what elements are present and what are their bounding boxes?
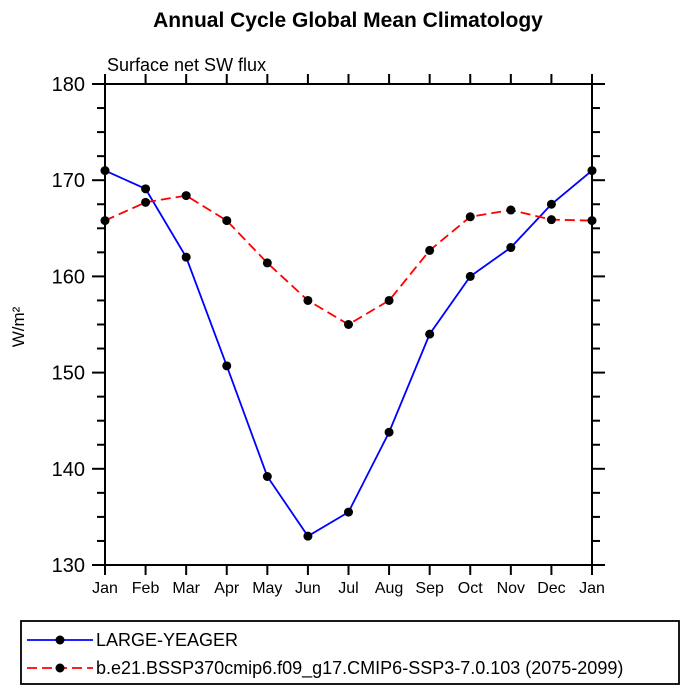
x-tick-label: Oct [458,580,483,597]
chart-subtitle: Surface net SW flux [107,55,266,75]
x-tick-label: May [252,580,282,597]
data-point-marker [465,212,475,222]
y-tick-label: 180 [52,74,85,96]
y-tick-label: 130 [52,555,85,577]
series-line [104,169,593,538]
data-point-marker [262,471,272,481]
series-model [100,191,597,329]
data-point-marker [506,243,516,253]
data-point-marker [425,329,435,339]
data-point-marker [222,361,232,371]
x-tick-label: Apr [214,580,240,597]
x-tick-label: Aug [375,580,403,597]
data-point-marker [141,197,151,207]
legend: LARGE-YEAGER b.e21.BSSP370cmip6.f09_g17.… [20,620,680,685]
data-point-marker [303,295,313,305]
data-point-marker [181,252,191,262]
y-tick-label: 170 [52,170,85,192]
data-point-marker [344,320,353,329]
x-tick-label: Mar [172,580,200,597]
data-point-marker [465,271,475,281]
data-point-marker [546,215,556,225]
x-tick-label: Jun [295,580,321,597]
data-point-marker [344,507,353,517]
legend-sample-dashed [27,663,93,673]
x-tick-label: Sep [415,580,444,597]
data-point-marker [181,191,191,201]
x-tick-label: Jan [579,580,605,597]
data-point-marker [100,166,110,176]
legend-box [20,620,680,685]
y-axis-label: W/m² [9,306,28,347]
y-tick-label: 150 [52,363,85,385]
series-line [104,194,593,326]
data-point-marker [100,216,110,226]
series-large-yeager [100,166,597,541]
x-tick-label: Nov [497,580,525,597]
legend-sample-solid [27,635,93,645]
legend-entry-large-yeager: LARGE-YEAGER [27,630,238,650]
x-tick-label: Feb [132,580,160,597]
data-point-marker [303,531,313,541]
data-point-marker [141,184,151,194]
y-tick-label: 160 [52,266,85,288]
data-point-marker [506,205,516,215]
plot-area: Jan Feb Mar Apr May Jun Jul Aug Sep Oct Nov Dec Jan 1… [52,74,605,597]
data-point-marker [262,258,272,268]
legend-sample-marker [55,663,65,673]
x-tick-label: Dec [537,580,565,597]
y-tick-label: 140 [52,459,85,481]
legend-entry-model: b.e21.BSSP370cmip6.f09_g17.CMIP6-SSP3-7.… [27,658,623,679]
data-point-marker [587,166,597,176]
data-point-marker [384,295,394,305]
legend-label-model: b.e21.BSSP370cmip6.f09_g17.CMIP6-SSP3-7.… [96,658,623,679]
data-point-marker [546,199,556,209]
x-tick-label: Jan [92,580,118,597]
data-point-marker [425,245,435,255]
legend-sample-marker [55,635,65,645]
x-axis: Jan Feb Mar Apr May Jun Jul Aug Sep Oct Nov Dec Jan [92,74,605,597]
data-point-marker [222,216,232,226]
data-point-marker [384,427,394,437]
data-point-marker [587,216,597,226]
legend-label-large-yeager: LARGE-YEAGER [96,630,238,650]
chart-title: Annual Cycle Global Mean Climatology [153,9,543,32]
x-tick-label: Jul [338,580,358,597]
y-axis: 130 140 150 160 170 180 [52,74,605,577]
